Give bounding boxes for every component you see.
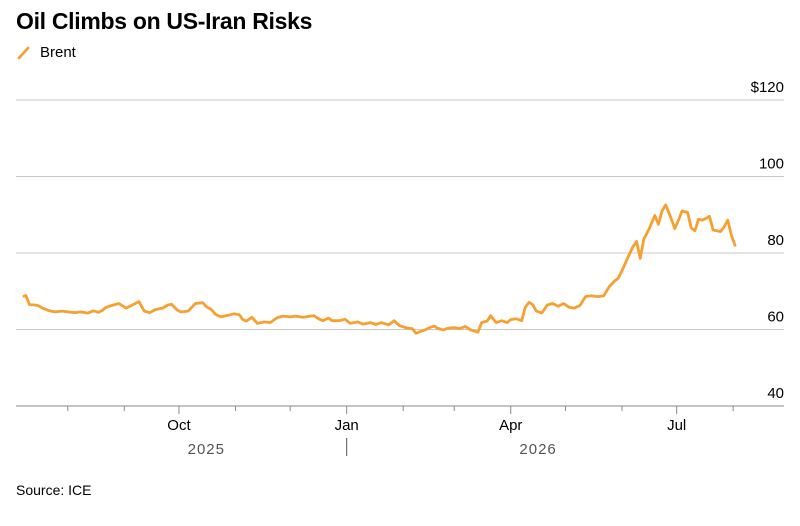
source-note: Source: ICE (16, 482, 92, 498)
gridlines (16, 99, 784, 407)
y-tick-label-60: 60 (767, 309, 784, 326)
x-axis: Oct Jan Apr Jul 2025 2026 (67, 406, 734, 458)
legend-swatch-brent (17, 46, 30, 59)
legend-label-brent: Brent (40, 44, 76, 61)
y-tick-label-120: $120 (751, 79, 784, 96)
x-tick-label-jul: Jul (667, 417, 686, 434)
year-label-2025: 2025 (188, 441, 225, 458)
legend: Brent (16, 44, 76, 61)
year-label-2026: 2026 (519, 441, 556, 458)
x-tick-label-oct: Oct (167, 417, 191, 434)
chart-title: Oil Climbs on US-Iran Risks (16, 8, 313, 34)
y-tick-label-80: 80 (767, 232, 784, 249)
series-layer (22, 203, 737, 335)
y-axis-labels: 40 60 80 100 $120 (751, 79, 784, 402)
y-tick-label-40: 40 (767, 385, 784, 402)
x-tick-label-jan: Jan (335, 417, 359, 434)
series-line-brent (22, 203, 737, 335)
y-tick-label-100: 100 (759, 156, 784, 173)
x-tick-label-apr: Apr (499, 417, 522, 434)
